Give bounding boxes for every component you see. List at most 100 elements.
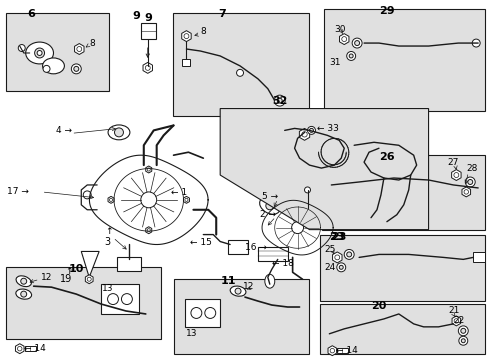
Bar [322,155,484,230]
Polygon shape [108,196,114,203]
Polygon shape [327,346,336,356]
Circle shape [35,48,44,58]
Ellipse shape [264,274,274,288]
Circle shape [87,277,91,281]
Circle shape [274,95,285,106]
Polygon shape [85,275,93,284]
Circle shape [145,66,150,70]
Text: 29: 29 [378,6,394,16]
Bar [141,23,155,39]
Circle shape [235,288,241,294]
Bar [228,239,247,255]
Text: 6: 6 [28,9,36,19]
Circle shape [74,66,79,71]
Text: 21: 21 [447,306,459,315]
Polygon shape [332,252,341,263]
Text: 11: 11 [220,276,235,286]
Circle shape [265,202,273,210]
Circle shape [346,252,351,257]
Text: 32: 32 [271,95,287,105]
Text: 4 →: 4 → [56,126,72,135]
Polygon shape [16,344,24,354]
Circle shape [18,45,25,51]
Text: ← 1: ← 1 [170,188,186,197]
Text: 9: 9 [132,11,140,21]
Circle shape [301,132,306,137]
Ellipse shape [16,276,31,287]
Bar [320,235,484,301]
Circle shape [460,339,464,343]
Circle shape [453,319,458,323]
Circle shape [457,326,468,336]
Polygon shape [339,33,348,45]
Text: ↑: ↑ [105,227,113,236]
Circle shape [346,51,355,60]
Circle shape [20,278,27,284]
Circle shape [309,129,313,132]
Circle shape [83,191,91,199]
Circle shape [184,198,187,201]
Text: 12: 12 [41,273,52,282]
Text: ← 14: ← 14 [24,344,45,353]
Text: 13: 13 [102,284,113,293]
Circle shape [471,39,479,47]
Circle shape [458,336,467,345]
Bar [172,13,309,116]
Bar [185,299,220,327]
Polygon shape [451,316,460,326]
Circle shape [141,192,156,208]
Text: 17 →: 17 → [7,188,29,197]
Text: 8: 8 [89,39,95,48]
Circle shape [453,172,458,177]
Text: ← 33: ← 33 [317,124,339,133]
Polygon shape [74,44,84,54]
Ellipse shape [259,197,280,214]
Circle shape [277,98,282,103]
Text: 30: 30 [334,25,345,34]
Bar [182,59,190,66]
Polygon shape [145,227,151,234]
Polygon shape [220,109,427,230]
Bar [320,304,484,354]
Circle shape [43,66,50,72]
Polygon shape [145,166,151,173]
Circle shape [114,128,123,137]
Circle shape [147,168,150,171]
Circle shape [467,180,472,184]
Bar [337,348,347,353]
Text: 31: 31 [328,58,340,67]
Circle shape [183,34,188,39]
Circle shape [71,64,81,74]
Bar [6,13,109,91]
Bar [173,279,309,354]
Text: 20: 20 [370,301,386,311]
Circle shape [107,294,118,305]
Bar [257,247,287,261]
Circle shape [464,177,474,187]
Bar [25,346,36,351]
Circle shape [329,348,334,353]
Circle shape [190,307,202,319]
Circle shape [121,294,132,305]
Circle shape [336,263,345,272]
Text: 26: 26 [378,152,394,162]
Ellipse shape [108,125,130,140]
Text: 12: 12 [243,282,254,291]
Text: 28: 28 [466,163,477,172]
Circle shape [37,50,42,55]
Circle shape [304,187,310,193]
Circle shape [351,38,361,48]
Text: 10: 10 [68,264,84,274]
Circle shape [334,255,339,260]
Text: 23: 23 [328,231,344,242]
Bar [324,9,484,111]
Circle shape [77,46,81,51]
Text: 19: 19 [60,274,72,284]
Text: 25: 25 [324,245,335,254]
Polygon shape [81,251,99,277]
Circle shape [307,126,315,134]
Circle shape [147,229,150,232]
Text: 7: 7 [218,9,225,19]
Circle shape [463,190,468,194]
Text: ← 18: ← 18 [271,259,293,268]
